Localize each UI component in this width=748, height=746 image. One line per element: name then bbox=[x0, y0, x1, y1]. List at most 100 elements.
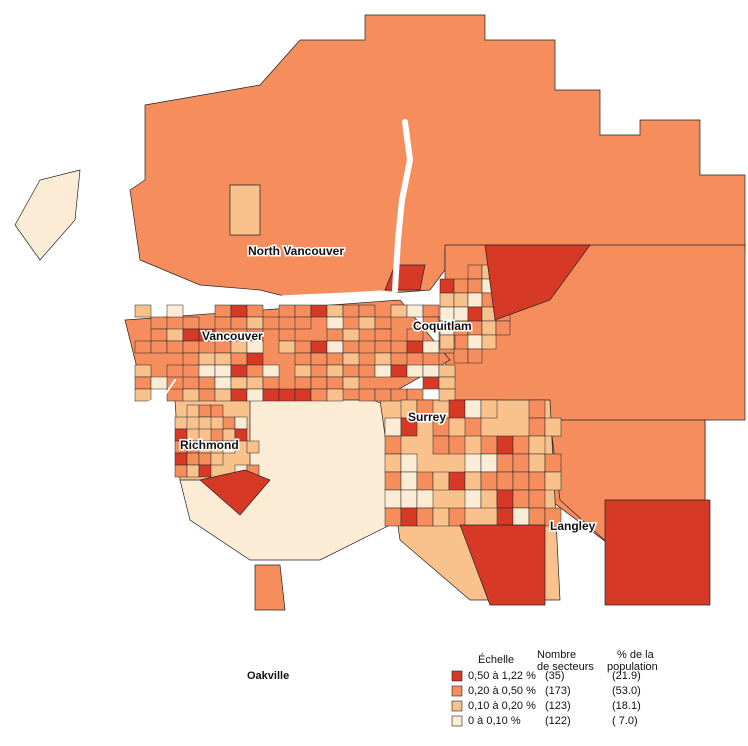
tract bbox=[390, 352, 408, 366]
tract bbox=[230, 364, 248, 378]
legend-share: (53.0) bbox=[612, 685, 641, 697]
legend-swatch bbox=[451, 685, 463, 697]
tract bbox=[438, 364, 456, 378]
tract bbox=[230, 304, 248, 318]
tract bbox=[150, 340, 168, 354]
tract bbox=[544, 453, 562, 473]
tract bbox=[230, 352, 248, 366]
tract bbox=[166, 364, 184, 378]
tract bbox=[210, 404, 224, 418]
tract bbox=[186, 404, 200, 418]
tract bbox=[496, 435, 514, 455]
tract bbox=[198, 404, 212, 418]
tract bbox=[439, 292, 455, 308]
tract bbox=[358, 340, 376, 354]
tract bbox=[342, 304, 360, 318]
tract bbox=[278, 304, 296, 318]
tract bbox=[439, 334, 455, 350]
tract bbox=[528, 471, 546, 491]
tract bbox=[448, 471, 466, 491]
tract bbox=[416, 399, 434, 419]
tract bbox=[480, 471, 498, 491]
tract bbox=[234, 428, 248, 442]
tract bbox=[198, 388, 216, 402]
tract bbox=[448, 399, 466, 419]
city-label: Langley bbox=[550, 519, 596, 533]
city-label: North Vancouver bbox=[248, 244, 344, 258]
tract bbox=[400, 489, 418, 509]
tract bbox=[480, 399, 498, 419]
tract bbox=[230, 376, 248, 390]
tract bbox=[342, 340, 360, 354]
tract bbox=[262, 376, 280, 390]
tract bbox=[467, 348, 483, 364]
legend-header: population bbox=[607, 661, 658, 673]
tract bbox=[358, 316, 376, 330]
tract bbox=[384, 507, 402, 527]
tract bbox=[150, 316, 168, 330]
tract bbox=[246, 388, 264, 402]
tract bbox=[448, 507, 466, 527]
tract bbox=[294, 376, 312, 390]
tract bbox=[134, 376, 152, 390]
tract bbox=[262, 388, 280, 402]
tract bbox=[464, 489, 482, 509]
tract bbox=[198, 352, 216, 366]
tract bbox=[358, 364, 376, 378]
legend-range: 0,10 à 0,20 % bbox=[468, 700, 536, 712]
tract bbox=[246, 352, 264, 366]
legend-swatch bbox=[451, 670, 463, 682]
tract bbox=[166, 328, 184, 342]
region bbox=[129, 14, 746, 301]
tract bbox=[432, 471, 450, 491]
legend-share: ( 7.0) bbox=[612, 715, 638, 727]
tract bbox=[294, 388, 312, 402]
tract bbox=[528, 453, 546, 473]
tract bbox=[464, 399, 482, 419]
legend-count: (123) bbox=[545, 700, 571, 712]
legend-swatch bbox=[451, 715, 463, 727]
tract bbox=[400, 507, 418, 527]
tract bbox=[384, 435, 402, 455]
tract bbox=[246, 440, 260, 454]
tracts bbox=[134, 264, 562, 527]
tract bbox=[214, 304, 232, 318]
shore bbox=[129, 379, 176, 411]
tract bbox=[416, 507, 434, 527]
tract bbox=[481, 320, 497, 336]
tract bbox=[342, 328, 360, 342]
legend-header: Nombre bbox=[537, 649, 576, 661]
tract bbox=[294, 364, 312, 378]
city-label: Coquitlam bbox=[413, 319, 472, 333]
tract bbox=[198, 452, 212, 466]
tract bbox=[134, 364, 152, 378]
tract bbox=[166, 340, 184, 354]
fjord bbox=[392, 119, 413, 293]
tract bbox=[496, 489, 514, 509]
legend-header: Échelle bbox=[478, 653, 514, 666]
region bbox=[604, 499, 711, 606]
tract bbox=[294, 352, 312, 366]
tract bbox=[406, 364, 424, 378]
tract bbox=[432, 435, 450, 455]
tract bbox=[358, 304, 376, 318]
tract bbox=[182, 352, 200, 366]
inlet bbox=[211, 288, 434, 304]
tract bbox=[222, 440, 236, 454]
tract bbox=[150, 376, 168, 390]
tract bbox=[528, 489, 546, 509]
tract bbox=[326, 376, 344, 390]
tract bbox=[198, 416, 212, 430]
tract bbox=[342, 376, 360, 390]
tract bbox=[390, 340, 408, 354]
tract bbox=[480, 489, 498, 509]
city-label: Vancouver bbox=[202, 329, 263, 343]
tract bbox=[422, 364, 440, 378]
legend-count: (35) bbox=[545, 670, 565, 682]
tract bbox=[528, 399, 546, 419]
tract bbox=[214, 376, 232, 390]
tract bbox=[374, 340, 392, 354]
tract bbox=[166, 388, 184, 402]
tract bbox=[422, 304, 440, 318]
